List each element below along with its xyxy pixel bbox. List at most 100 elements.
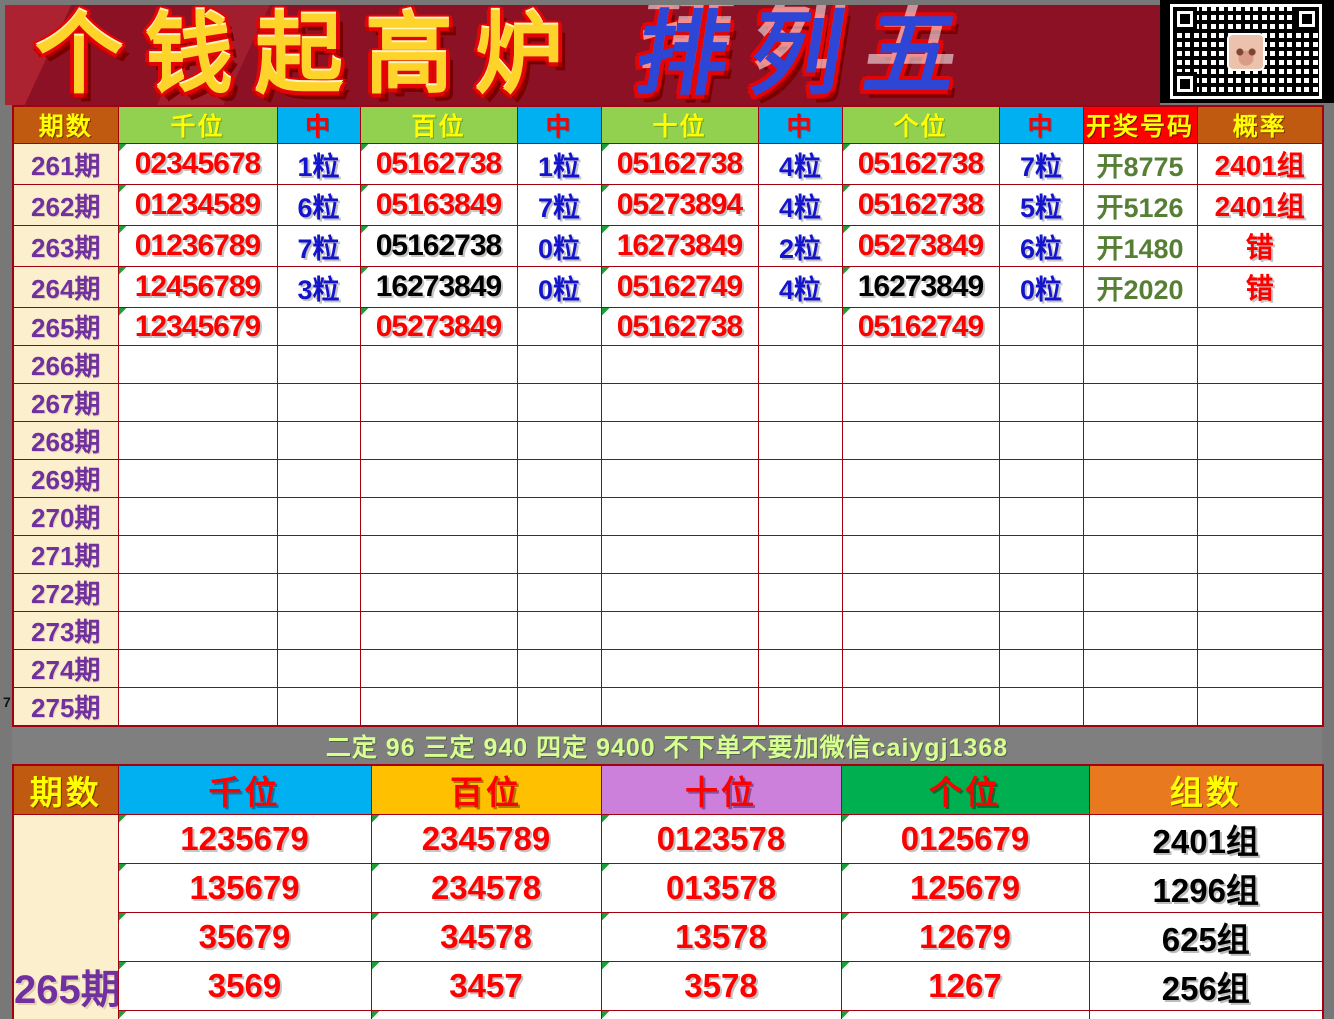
period-cell: 261期: [12, 143, 119, 185]
thousands-cell: [117, 535, 278, 574]
tens-cell: [600, 687, 759, 727]
tens-cell: [600, 345, 759, 384]
period-cell: 267期: [12, 383, 119, 422]
thousands-hit-cell: [276, 649, 361, 688]
units-cell: 1267: [840, 961, 1090, 1011]
table-row: 275期: [12, 687, 1324, 727]
tens-cell: [600, 611, 759, 650]
tens-hit-cell: [757, 611, 843, 650]
thousands-cell: 3569: [117, 961, 372, 1011]
units-cell: [841, 497, 1000, 536]
col-header-period: 期数: [12, 764, 119, 815]
tens-cell: 05162749: [600, 266, 759, 308]
tens-cell: [600, 383, 759, 422]
tens-cell: [600, 497, 759, 536]
hundreds-hit-cell: [516, 649, 602, 688]
units-cell: 16273849: [841, 266, 1000, 308]
units-cell: 0125679: [840, 814, 1090, 864]
probability-cell: [1196, 345, 1324, 384]
probability-cell: [1196, 383, 1324, 422]
table-row: 265期 1235679 2345789 0123578 0125679 2401组: [12, 814, 1324, 1019]
draw-result-cell: [1082, 383, 1198, 422]
tens-hit-cell: [757, 421, 843, 460]
thousands-hit-cell: [276, 535, 361, 574]
table-row: 267期: [12, 383, 1324, 422]
banner: 个钱起高炉 排列五: [0, 0, 1334, 105]
units-hit-cell: 6粒: [998, 225, 1084, 267]
banner-title-left: 个钱起高炉: [35, 5, 586, 104]
table-row: 269期: [12, 459, 1324, 498]
units-cell: [841, 535, 1000, 574]
period-cell: 269期: [12, 459, 119, 498]
hundreds-cell: 05162738: [359, 143, 518, 185]
hundreds-hit-cell: 0粒: [516, 266, 602, 308]
col-header-thousands: 千位: [117, 105, 278, 144]
thousands-hit-cell: 1粒: [276, 143, 361, 185]
hundreds-cell: [359, 649, 518, 688]
group-count-cell: 1296组: [1088, 863, 1324, 913]
probability-cell: [1196, 497, 1324, 536]
col-header-hit-1: 中: [276, 105, 361, 144]
hundreds-hit-cell: [516, 573, 602, 612]
hundreds-hit-cell: [516, 307, 602, 346]
units-cell: 05162749: [841, 307, 1000, 346]
hundreds-hit-cell: [516, 611, 602, 650]
draw-result-cell: [1082, 535, 1198, 574]
units-hit-cell: [998, 611, 1084, 650]
col-header-tens: 十位: [600, 764, 842, 815]
hundreds-hit-cell: [516, 497, 602, 536]
units-hit-cell: [998, 649, 1084, 688]
tens-cell: 13578: [600, 912, 842, 962]
thousands-cell: 12456789: [117, 266, 278, 308]
period-cell: 273期: [12, 611, 119, 650]
draw-result-cell: [1082, 687, 1198, 727]
draw-result-cell: [1082, 497, 1198, 536]
col-header-hit-2: 中: [516, 105, 602, 144]
tens-hit-cell: [757, 687, 843, 727]
thousands-hit-cell: [276, 345, 361, 384]
probability-cell: [1196, 421, 1324, 460]
hundreds-cell: [359, 611, 518, 650]
row-number-marker: 7: [3, 694, 11, 710]
tens-hit-cell: [757, 573, 843, 612]
thousands-hit-cell: [276, 687, 361, 727]
hundreds-cell: [359, 497, 518, 536]
units-cell: [841, 421, 1000, 460]
period-cell: 264期: [12, 266, 119, 308]
probability-cell: [1196, 687, 1324, 727]
thousands-cell: [117, 459, 278, 498]
hundreds-cell: 05163849: [359, 184, 518, 226]
thousands-cell: [117, 383, 278, 422]
hundreds-cell: [359, 573, 518, 612]
thousands-cell: [117, 611, 278, 650]
table-row: 3569 3457 3578 1267 256组: [13, 961, 1324, 1011]
header-row: 期数 千位 百位 十位 个位 组数: [12, 764, 1324, 815]
tens-hit-cell: [757, 535, 843, 574]
probability-cell: 2401组: [1196, 143, 1324, 185]
hundreds-hit-cell: [516, 383, 602, 422]
units-hit-cell: [998, 573, 1084, 612]
table-row: 268期: [12, 421, 1324, 460]
units-hit-cell: [998, 535, 1084, 574]
table-row: 263期 01236789 7粒 05162738 0粒 16273849 2粒 052738…: [12, 225, 1324, 267]
tens-cell: 0123578: [600, 814, 842, 864]
hundreds-cell: 345: [370, 1010, 602, 1019]
qr-code-panel: [1160, 0, 1334, 103]
tens-cell: 05273894: [600, 184, 759, 226]
thousands-cell: 02345678: [117, 143, 278, 185]
thousands-cell: 01236789: [117, 225, 278, 267]
col-header-hundreds: 百位: [370, 764, 602, 815]
draw-result-cell: [1082, 307, 1198, 346]
table-row: 274期: [12, 649, 1324, 688]
thousands-hit-cell: [276, 383, 361, 422]
period-cell: 274期: [12, 649, 119, 688]
units-cell: [841, 573, 1000, 612]
draw-result-cell: [1082, 421, 1198, 460]
col-header-units: 个位: [840, 764, 1090, 815]
probability-cell: [1196, 649, 1324, 688]
units-cell: [841, 383, 1000, 422]
tens-hit-cell: 4粒: [757, 143, 843, 185]
period-cell: 272期: [12, 573, 119, 612]
table-row: 273期: [12, 611, 1324, 650]
hundreds-cell: [359, 383, 518, 422]
